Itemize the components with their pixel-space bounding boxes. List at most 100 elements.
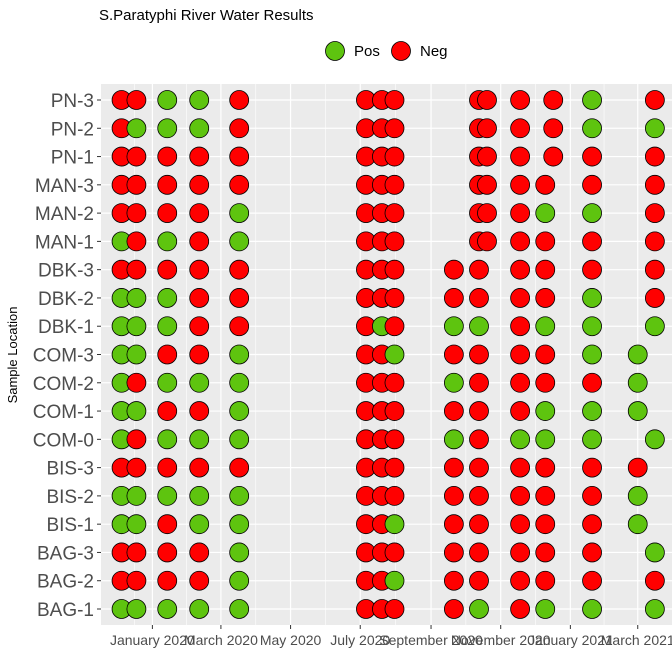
chart-title: S.Paratyphi River Water Results — [99, 7, 314, 24]
data-point-com-1-2019-12-18 — [126, 401, 147, 421]
data-point-pn-2-2020-01-14 — [157, 118, 178, 139]
data-point-com-2-2020-12-10 — [535, 372, 556, 393]
data-point-com-2-2020-11-18 — [510, 372, 531, 393]
data-point-bis-2-2020-12-10 — [535, 485, 556, 506]
data-point-com-1-2020-07-31 — [384, 401, 405, 421]
data-point-com-0-2020-12-10 — [535, 429, 556, 450]
data-point-dbk-2-2020-12-10 — [535, 288, 556, 308]
data-point-pn-1-2021-01-20 — [582, 146, 602, 167]
data-point-bis-2-2021-01-20 — [582, 485, 602, 506]
data-point-pn-3-2020-10-20 — [477, 90, 497, 110]
y-tick-label: DBK-2 — [38, 289, 94, 310]
data-point-bis-3-2020-03-17 — [229, 457, 250, 478]
data-point-dbk-3-2020-10-13 — [469, 259, 489, 280]
legend: Pos Neg — [325, 41, 448, 61]
data-point-bag-1-2020-01-14 — [157, 599, 178, 619]
data-point-bag-3-2021-03-16 — [644, 542, 665, 563]
data-point-bag-2-2020-12-10 — [535, 570, 556, 591]
data-point-dbk-1-2020-10-13 — [469, 316, 489, 337]
data-point-pn-1-2020-01-14 — [157, 146, 178, 167]
data-point-man-2-2020-02-11 — [189, 203, 210, 224]
data-point-com-3-2020-10-13 — [469, 344, 489, 365]
data-point-bag-3-2020-09-21 — [443, 542, 464, 563]
data-point-dbk-2-2020-01-14 — [157, 288, 178, 308]
data-point-pn-2-2020-03-17 — [229, 118, 250, 139]
data-point-pn-2-2019-12-18 — [126, 118, 147, 139]
data-point-bis-1-2021-01-20 — [582, 514, 602, 535]
y-tick-label: COM-2 — [33, 374, 94, 395]
data-point-man-3-2019-12-18 — [126, 174, 147, 195]
y-tick-label: BIS-3 — [46, 459, 94, 480]
data-point-man-2-2021-01-20 — [582, 203, 602, 224]
data-point-com-2-2021-03-01 — [627, 372, 648, 393]
data-point-bag-2-2020-11-18 — [510, 570, 531, 591]
data-point-bag-2-2021-01-20 — [582, 570, 602, 591]
data-point-bag-3-2020-12-10 — [535, 542, 556, 563]
y-tick-label: PN-3 — [51, 91, 94, 112]
data-points — [111, 90, 665, 619]
legend-label-pos: Pos — [354, 43, 380, 60]
data-point-man-3-2020-01-14 — [157, 174, 178, 195]
data-point-com-3-2020-03-17 — [229, 344, 250, 365]
data-point-com-2-2020-02-11 — [189, 372, 210, 393]
data-point-bis-3-2021-03-01 — [627, 457, 648, 478]
data-point-com-0-2020-09-21 — [443, 429, 464, 450]
data-point-dbk-2-2020-11-18 — [510, 288, 531, 308]
data-point-pn-1-2020-12-17 — [543, 146, 564, 167]
y-tick-label: COM-3 — [33, 346, 94, 367]
data-point-com-2-2021-01-20 — [582, 372, 602, 393]
data-point-dbk-2-2021-03-16 — [644, 288, 665, 308]
data-point-bis-2-2020-10-13 — [469, 485, 489, 506]
data-point-com-0-2020-10-13 — [469, 429, 489, 450]
data-point-pn-3-2019-12-18 — [126, 90, 147, 110]
x-tick-label: March 2020 — [184, 632, 258, 648]
data-point-com-0-2020-02-11 — [189, 429, 210, 450]
data-point-pn-1-2020-11-18 — [510, 146, 531, 167]
y-tick-label: MAN-2 — [35, 204, 94, 225]
data-point-bis-1-2020-10-13 — [469, 514, 489, 535]
data-point-bag-2-2020-01-14 — [157, 570, 178, 591]
data-point-com-2-2020-01-14 — [157, 372, 178, 393]
data-point-dbk-2-2020-07-31 — [384, 288, 405, 308]
data-point-bag-1-2020-07-31 — [384, 599, 405, 619]
data-point-dbk-3-2020-11-18 — [510, 259, 531, 280]
data-point-man-1-2020-11-18 — [510, 231, 531, 252]
data-point-bis-3-2020-10-13 — [469, 457, 489, 478]
data-point-dbk-3-2020-07-31 — [384, 259, 405, 280]
data-point-man-2-2019-12-18 — [126, 203, 147, 224]
y-tick-label: PN-1 — [51, 148, 94, 169]
data-point-com-1-2020-12-10 — [535, 401, 556, 421]
data-point-man-2-2021-03-16 — [644, 203, 665, 224]
data-point-com-2-2020-03-17 — [229, 372, 250, 393]
data-point-bis-2-2020-01-14 — [157, 485, 178, 506]
data-point-dbk-1-2020-01-14 — [157, 316, 178, 337]
data-point-com-3-2020-12-10 — [535, 344, 556, 365]
data-point-dbk-1-2020-03-17 — [229, 316, 250, 337]
data-point-bag-2-2020-07-31 — [384, 570, 405, 591]
data-point-com-2-2020-10-13 — [469, 372, 489, 393]
data-point-man-2-2020-10-20 — [477, 203, 497, 224]
y-tick-label: BIS-1 — [46, 515, 94, 536]
x-tick-label: January 2021 — [528, 632, 613, 648]
data-point-pn-1-2020-02-11 — [189, 146, 210, 167]
y-tick-labels: BAG-1 BAG-2 BAG-3 BIS-1 BIS-2 BIS-3 COM-0 COM-1… — [33, 91, 101, 621]
data-point-pn-2-2020-12-17 — [543, 118, 564, 139]
data-point-man-3-2020-12-10 — [535, 174, 556, 195]
data-point-man-3-2020-02-11 — [189, 174, 210, 195]
data-point-dbk-2-2020-09-21 — [443, 288, 464, 308]
data-point-pn-2-2021-03-16 — [644, 118, 665, 139]
data-point-bag-1-2020-03-17 — [229, 599, 250, 619]
data-point-bis-1-2020-09-21 — [443, 514, 464, 535]
y-axis-title: Sample Location — [5, 307, 20, 404]
data-point-pn-1-2020-07-31 — [384, 146, 405, 167]
data-point-com-0-2021-01-20 — [582, 429, 602, 450]
data-point-bis-3-2020-11-18 — [510, 457, 531, 478]
data-point-man-1-2019-12-18 — [126, 231, 147, 252]
data-point-man-1-2020-01-14 — [157, 231, 178, 252]
data-point-dbk-3-2020-01-14 — [157, 259, 178, 280]
data-point-man-3-2021-01-20 — [582, 174, 602, 195]
data-point-man-1-2020-07-31 — [384, 231, 405, 252]
data-point-bis-3-2021-01-20 — [582, 457, 602, 478]
data-point-bag-3-2020-03-17 — [229, 542, 250, 563]
